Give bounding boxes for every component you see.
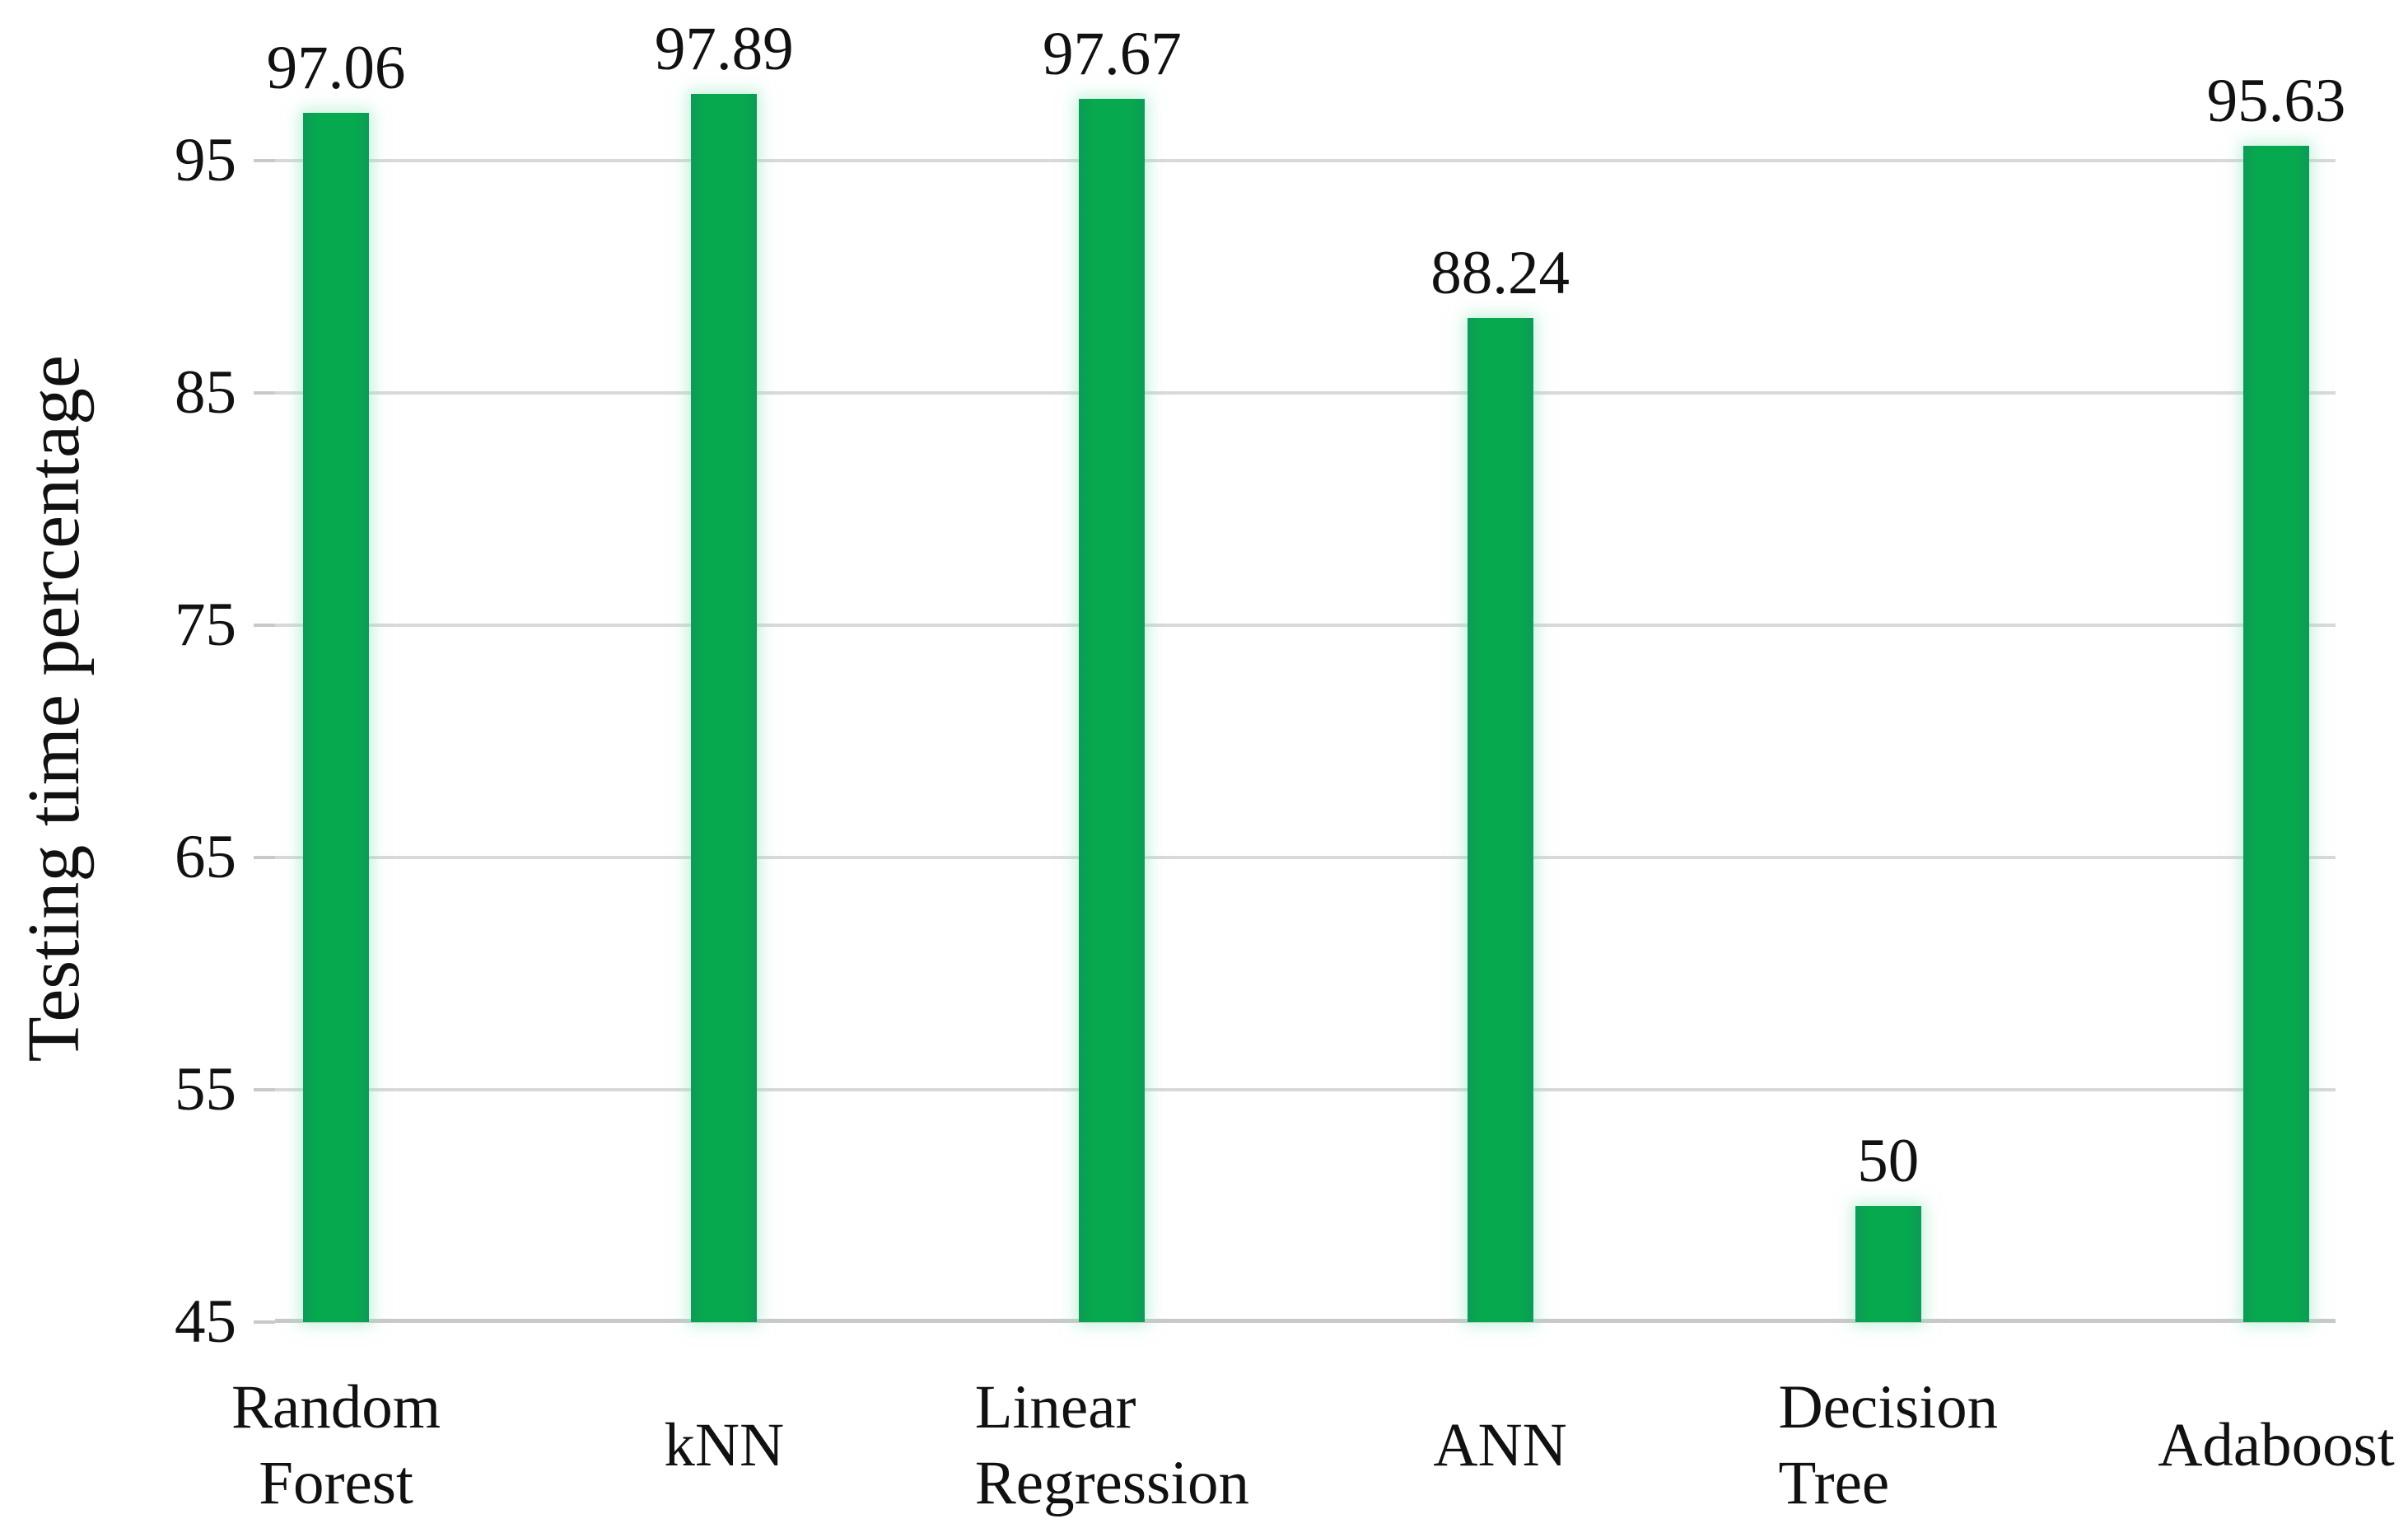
bar-knn (691, 93, 758, 1322)
bar-value-label: 95.63 (2206, 67, 2346, 136)
y-axis-tick-mark-55 (254, 1088, 275, 1091)
bar-value-label: 97.67 (1043, 19, 1182, 88)
bar-random-forest (303, 112, 370, 1322)
x-axis-line (275, 1319, 2336, 1323)
category-label: kNN (664, 1411, 785, 1479)
category-label: Linear Regression (974, 1373, 1250, 1517)
y-axis-tick-label-95: 95 (175, 126, 236, 194)
bar-value-label: 88.24 (1430, 238, 1570, 307)
bar-value-label: 97.06 (266, 33, 406, 102)
plot-area: 97.06 97.89 97.67 88.24 50 95.63 (254, 0, 2345, 1324)
y-axis-tick-mark-45 (254, 1320, 275, 1324)
y-axis-tick-mark-75 (254, 624, 275, 627)
y-axis-tick-label-75: 75 (175, 591, 236, 659)
y-axis-tick-label-65: 65 (175, 823, 236, 891)
category-label: Random Forest (231, 1373, 441, 1517)
bar-decision-tree (1855, 1206, 1921, 1322)
y-axis-tick-label-45: 45 (175, 1287, 236, 1356)
gridline-75 (275, 624, 2336, 627)
bar-ann (1467, 317, 1533, 1322)
y-axis-tick-mark-65 (254, 856, 275, 859)
category-label: ANN (1433, 1411, 1567, 1479)
y-axis-tick-label-55: 55 (175, 1055, 236, 1124)
category-label: Decision Tree (1778, 1373, 1999, 1517)
bar-value-label: 50 (1857, 1127, 1920, 1195)
gridline-95 (275, 159, 2336, 162)
bar-adaboost (2242, 146, 2309, 1322)
gridline-65 (275, 856, 2336, 859)
y-axis-title: Testing time percentage (8, 313, 99, 1104)
y-axis-tick-label-85: 85 (175, 358, 236, 427)
gridline-85 (275, 391, 2336, 395)
bar-value-label: 97.89 (654, 14, 794, 83)
category-label: Adaboost (2158, 1411, 2395, 1479)
y-axis-tick-mark-85 (254, 391, 275, 395)
y-axis-tick-mark-95 (254, 159, 275, 162)
bar-linear-regression (1079, 98, 1146, 1322)
y-axis-title-text: Testing time percentage (12, 354, 95, 1063)
gridline-55 (275, 1088, 2336, 1091)
